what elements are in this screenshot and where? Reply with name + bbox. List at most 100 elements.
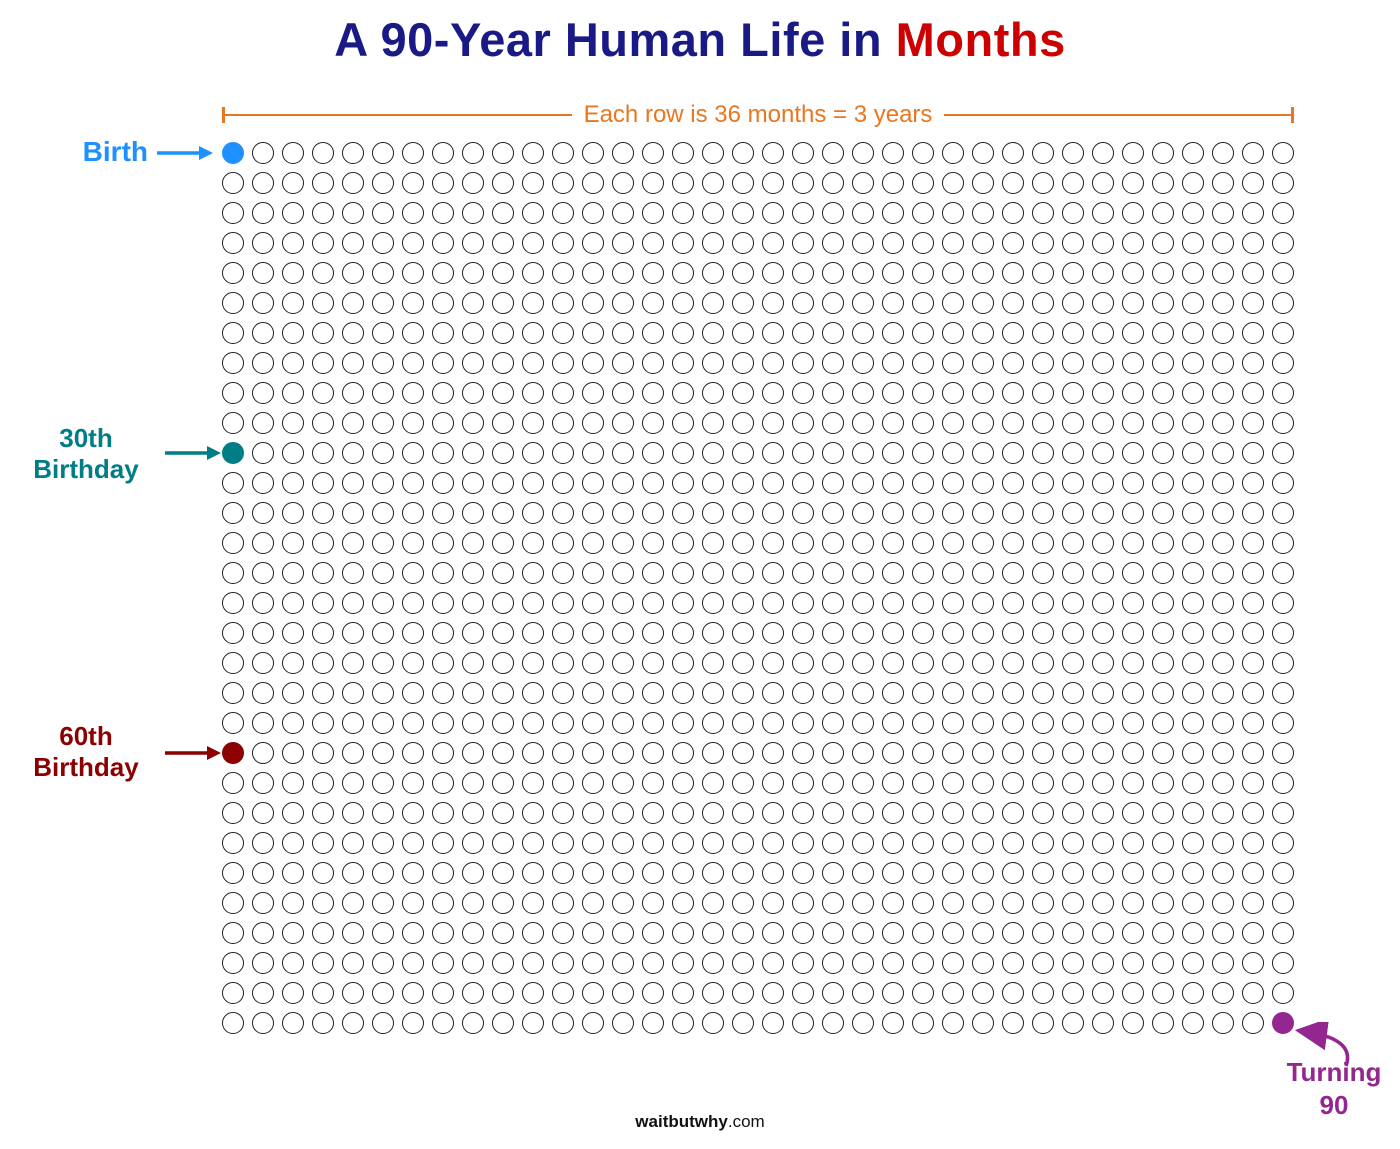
month-circle (942, 772, 964, 794)
month-circle (1062, 382, 1084, 404)
month-circle (732, 742, 754, 764)
month-circle (222, 832, 244, 854)
month-circle (912, 292, 934, 314)
month-circle (462, 472, 484, 494)
month-circle (252, 712, 274, 734)
month-circle (1122, 772, 1144, 794)
month-circle (252, 532, 274, 554)
month-circle (1032, 382, 1054, 404)
month-circle (1272, 502, 1294, 524)
month-circle (1182, 592, 1204, 614)
thirtieth-birthday-label-line2: Birthday (33, 454, 139, 484)
month-circle (1152, 1012, 1174, 1034)
month-circle (552, 802, 574, 824)
month-circle (942, 292, 964, 314)
month-circle (972, 382, 994, 404)
month-circle (1242, 172, 1264, 194)
month-circle (1182, 292, 1204, 314)
month-circle (972, 832, 994, 854)
month-circle (1062, 832, 1084, 854)
month-circle (1212, 892, 1234, 914)
month-circle (1062, 352, 1084, 374)
month-circle (222, 472, 244, 494)
month-circle (342, 142, 364, 164)
month-circle (1062, 802, 1084, 824)
month-circle (1062, 262, 1084, 284)
month-circle (1242, 412, 1264, 434)
month-circle (1062, 172, 1084, 194)
month-circle (852, 352, 874, 374)
month-circle (1032, 802, 1054, 824)
month-circle (702, 1012, 724, 1034)
month-circle (912, 622, 934, 644)
month-circle (402, 412, 424, 434)
title-main: A 90-Year Human Life in (334, 13, 883, 66)
month-circle (1212, 712, 1234, 734)
month-circle (1242, 232, 1264, 254)
month-circle (1182, 562, 1204, 584)
month-circle (822, 592, 844, 614)
month-circle (312, 412, 334, 434)
month-circle (1242, 772, 1264, 794)
month-circle (612, 1012, 634, 1034)
month-circle (792, 412, 814, 434)
month-circle (642, 622, 664, 644)
month-circle (1122, 982, 1144, 1004)
month-circle (1122, 802, 1144, 824)
month-circle (462, 622, 484, 644)
month-circle (1212, 142, 1234, 164)
month-circle (882, 292, 904, 314)
month-circle (552, 772, 574, 794)
month-circle (1212, 622, 1234, 644)
month-circle (522, 562, 544, 584)
month-circle (672, 562, 694, 584)
month-circle (252, 562, 274, 584)
month-circle (852, 442, 874, 464)
month-circle (522, 592, 544, 614)
month-circle (582, 142, 604, 164)
month-circle (612, 982, 634, 1004)
month-circle (582, 592, 604, 614)
month-circle (342, 742, 364, 764)
month-circle (402, 382, 424, 404)
month-circle (732, 952, 754, 974)
month-circle (822, 982, 844, 1004)
month-circle (552, 742, 574, 764)
month-circle (1212, 172, 1234, 194)
month-circle (642, 742, 664, 764)
month-circle (732, 472, 754, 494)
month-circle (492, 592, 514, 614)
month-circle (822, 352, 844, 374)
month-circle (402, 682, 424, 704)
month-circle (462, 1012, 484, 1034)
month-circle (672, 652, 694, 674)
month-circle (822, 712, 844, 734)
month-circle (372, 232, 394, 254)
month-circle (732, 232, 754, 254)
bracket-left-tick-icon (222, 107, 225, 123)
month-circle (912, 772, 934, 794)
month-circle (822, 142, 844, 164)
month-circle (462, 712, 484, 734)
month-circle (612, 682, 634, 704)
month-circle (912, 172, 934, 194)
month-circle (942, 382, 964, 404)
month-circle (1272, 802, 1294, 824)
month-circle (372, 652, 394, 674)
month-circle (642, 292, 664, 314)
month-circle (912, 682, 934, 704)
month-circle (642, 322, 664, 344)
month-circle (822, 802, 844, 824)
month-circle (522, 352, 544, 374)
month-circle (312, 142, 334, 164)
month-circle (792, 262, 814, 284)
month-circle (882, 1012, 904, 1034)
month-circle (672, 202, 694, 224)
month-circle (222, 172, 244, 194)
month-circle (1212, 922, 1234, 944)
month-circle (1182, 472, 1204, 494)
month-circle (912, 982, 934, 1004)
month-circle (612, 502, 634, 524)
month-circle (1272, 952, 1294, 974)
